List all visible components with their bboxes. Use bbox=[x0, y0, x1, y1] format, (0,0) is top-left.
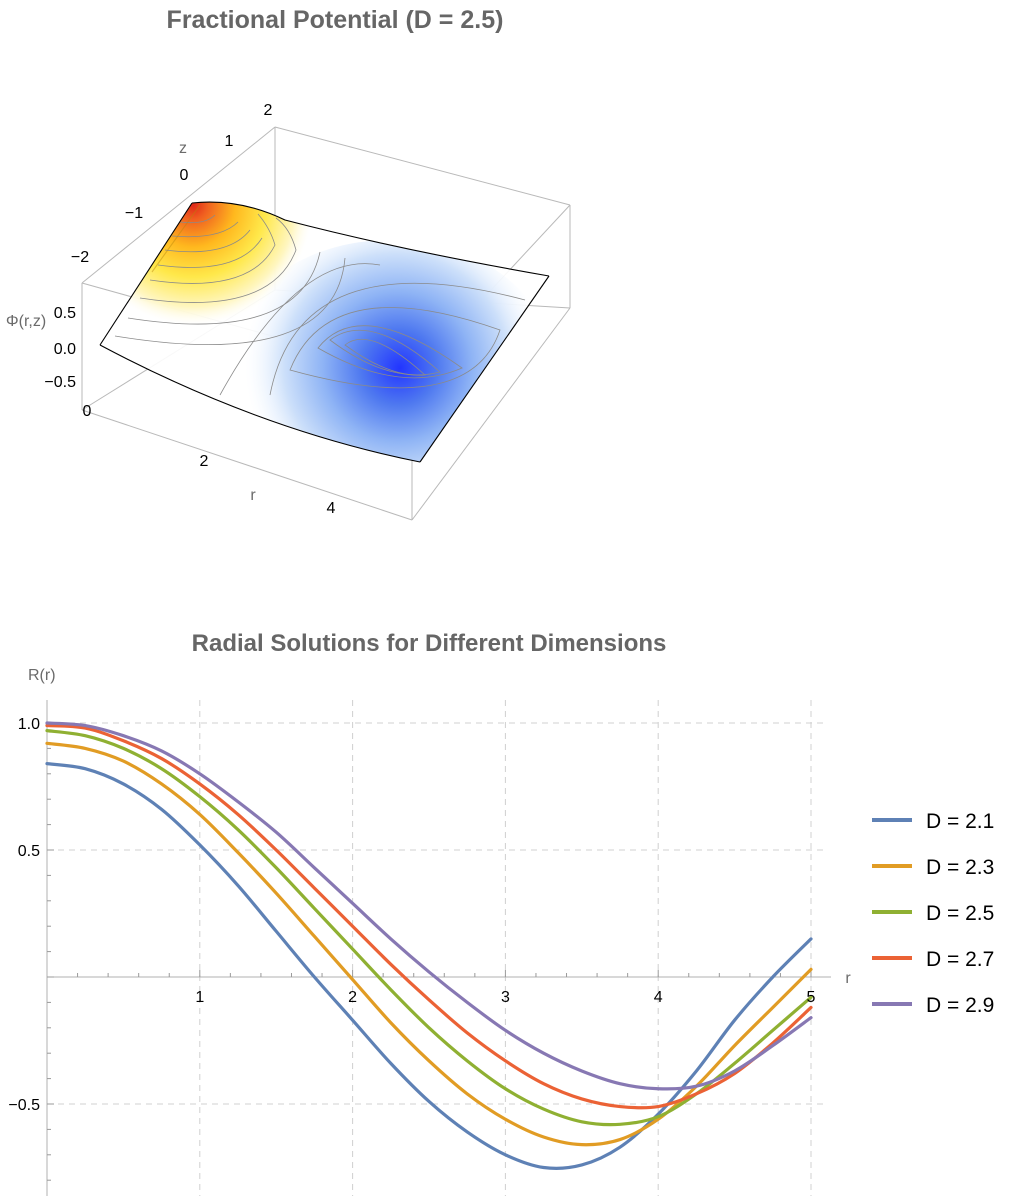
line-plot-title: Radial Solutions for Different Dimension… bbox=[192, 630, 667, 657]
z-tick-label: 1 bbox=[225, 133, 234, 150]
line-plot: Radial Solutions for Different Dimension… bbox=[8, 630, 994, 1196]
series-line-d-2-3 bbox=[45, 741, 813, 1147]
surface-edges bbox=[99, 201, 550, 463]
contour-lines bbox=[114, 213, 526, 396]
phi-tick-label: −0.5 bbox=[44, 374, 76, 391]
phi-axis-label: Φ(r,z) bbox=[6, 313, 46, 330]
x-tick-label: 5 bbox=[807, 989, 816, 1006]
corner-tick-label: 0 bbox=[83, 403, 92, 420]
x-axis-label: r bbox=[845, 970, 851, 987]
z-tick-label: −2 bbox=[71, 249, 89, 266]
phi-tick-label: 0.5 bbox=[54, 305, 76, 322]
surface-sheet bbox=[99, 201, 550, 463]
r-tick-label: 2 bbox=[200, 453, 209, 470]
x-tick-label: 2 bbox=[348, 989, 357, 1006]
series-line-d-2-7 bbox=[45, 723, 813, 1110]
legend-label: D = 2.9 bbox=[926, 994, 994, 1017]
series-line-d-2-9 bbox=[45, 721, 813, 1091]
legend: D = 2.1 D = 2.3 D = 2.5 D = 2.7 D = 2.9 bbox=[872, 810, 994, 1017]
legend-label: D = 2.1 bbox=[926, 810, 994, 833]
series-line-d-2-1 bbox=[45, 762, 813, 1170]
r-tick-label: 4 bbox=[327, 500, 336, 517]
grid-layer bbox=[47, 700, 826, 1196]
z-tick-label: 0 bbox=[180, 167, 189, 184]
z-axis-label: z bbox=[179, 140, 187, 157]
x-tick-label: 1 bbox=[195, 989, 204, 1006]
series-line-d-2-5 bbox=[45, 729, 813, 1127]
series-layer bbox=[45, 721, 813, 1170]
surface-plot-title: Fractional Potential (D = 2.5) bbox=[167, 6, 504, 34]
z-tick-label: −1 bbox=[125, 205, 143, 222]
legend-label: D = 2.5 bbox=[926, 902, 994, 925]
legend-label: D = 2.7 bbox=[926, 948, 994, 971]
x-tick-label: 3 bbox=[501, 989, 510, 1006]
surface-plot: Fractional Potential (D = 2.5) bbox=[6, 6, 571, 521]
y-tick-label: 0.5 bbox=[18, 843, 40, 860]
phi-tick-label: 0.0 bbox=[54, 341, 76, 358]
x-tick-label: 4 bbox=[654, 989, 663, 1006]
y-tick-label: 1.0 bbox=[18, 716, 40, 733]
r-axis-label: r bbox=[250, 487, 256, 504]
y-tick-label: −0.5 bbox=[8, 1097, 40, 1114]
z-tick-label: 2 bbox=[264, 102, 273, 119]
axes-layer bbox=[46, 700, 831, 1196]
ticks-layer: 1 2 3 4 5 1.0 0.5 −0.5 bbox=[8, 716, 815, 1114]
legend-label: D = 2.3 bbox=[926, 856, 994, 879]
y-axis-label: R(r) bbox=[28, 667, 56, 684]
surface-tick-labels: 2 1 0 −1 −2 z 0.5 0.0 −0.5 0 Φ(r,z) 2 4 … bbox=[6, 102, 336, 517]
